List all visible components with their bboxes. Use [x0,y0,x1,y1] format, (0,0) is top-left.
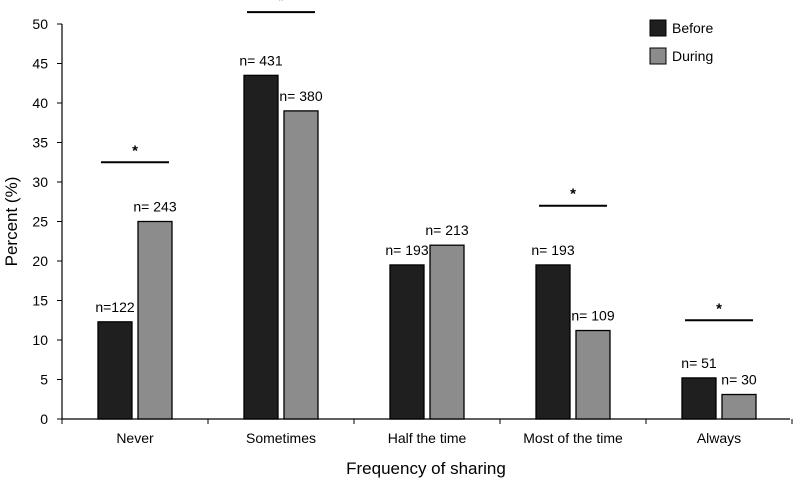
legend-swatch-before [649,19,667,37]
x-axis-title: Frequency of sharing [346,459,506,478]
x-tick-label: Half the time [388,430,467,446]
data-label: n= 243 [133,199,176,215]
y-tick-label: 40 [32,95,48,111]
bar-during [283,110,319,420]
bar-during [137,220,173,420]
significance-star: * [278,0,284,9]
legend-label: During [672,48,713,64]
significance-star: * [716,300,722,317]
bar-before [97,321,133,420]
data-label: n= 380 [279,88,322,104]
y-tick-label: 20 [32,253,48,269]
y-tick-label: 45 [32,56,48,72]
data-label: n= 30 [721,372,757,388]
bar-before [535,264,571,420]
bar-before [243,74,279,420]
data-label: n= 193 [385,242,428,258]
legend-label: Before [672,20,713,36]
data-label: n= 109 [571,308,614,324]
y-tick-label: 35 [32,135,48,151]
y-tick-label: 25 [32,214,48,230]
bar-before [389,264,425,420]
y-tick-label: 30 [32,174,48,190]
bar-before [681,377,717,420]
bar-during [575,329,611,420]
significance-star: * [132,142,138,159]
y-tick-label: 10 [32,332,48,348]
y-axis-title: Percent (%) [2,177,21,267]
significance-star: * [570,186,576,203]
data-label: n= 51 [681,355,717,371]
y-tick-label: 50 [32,16,48,32]
data-label: n= 213 [425,222,468,238]
y-tick-label: 5 [40,372,48,388]
legend-swatch-during [649,47,667,65]
y-tick-label: 15 [32,293,48,309]
y-tick-label: 0 [40,411,48,427]
x-tick-label: Sometimes [246,430,316,446]
x-tick-label: Always [697,430,741,446]
x-tick-label: Most of the time [523,430,623,446]
bar-during [429,244,465,420]
data-label: n=122 [95,299,135,315]
data-label: n= 431 [239,52,282,68]
x-tick-label: Never [116,430,154,446]
data-label: n= 193 [531,242,574,258]
bar-during [721,393,757,420]
